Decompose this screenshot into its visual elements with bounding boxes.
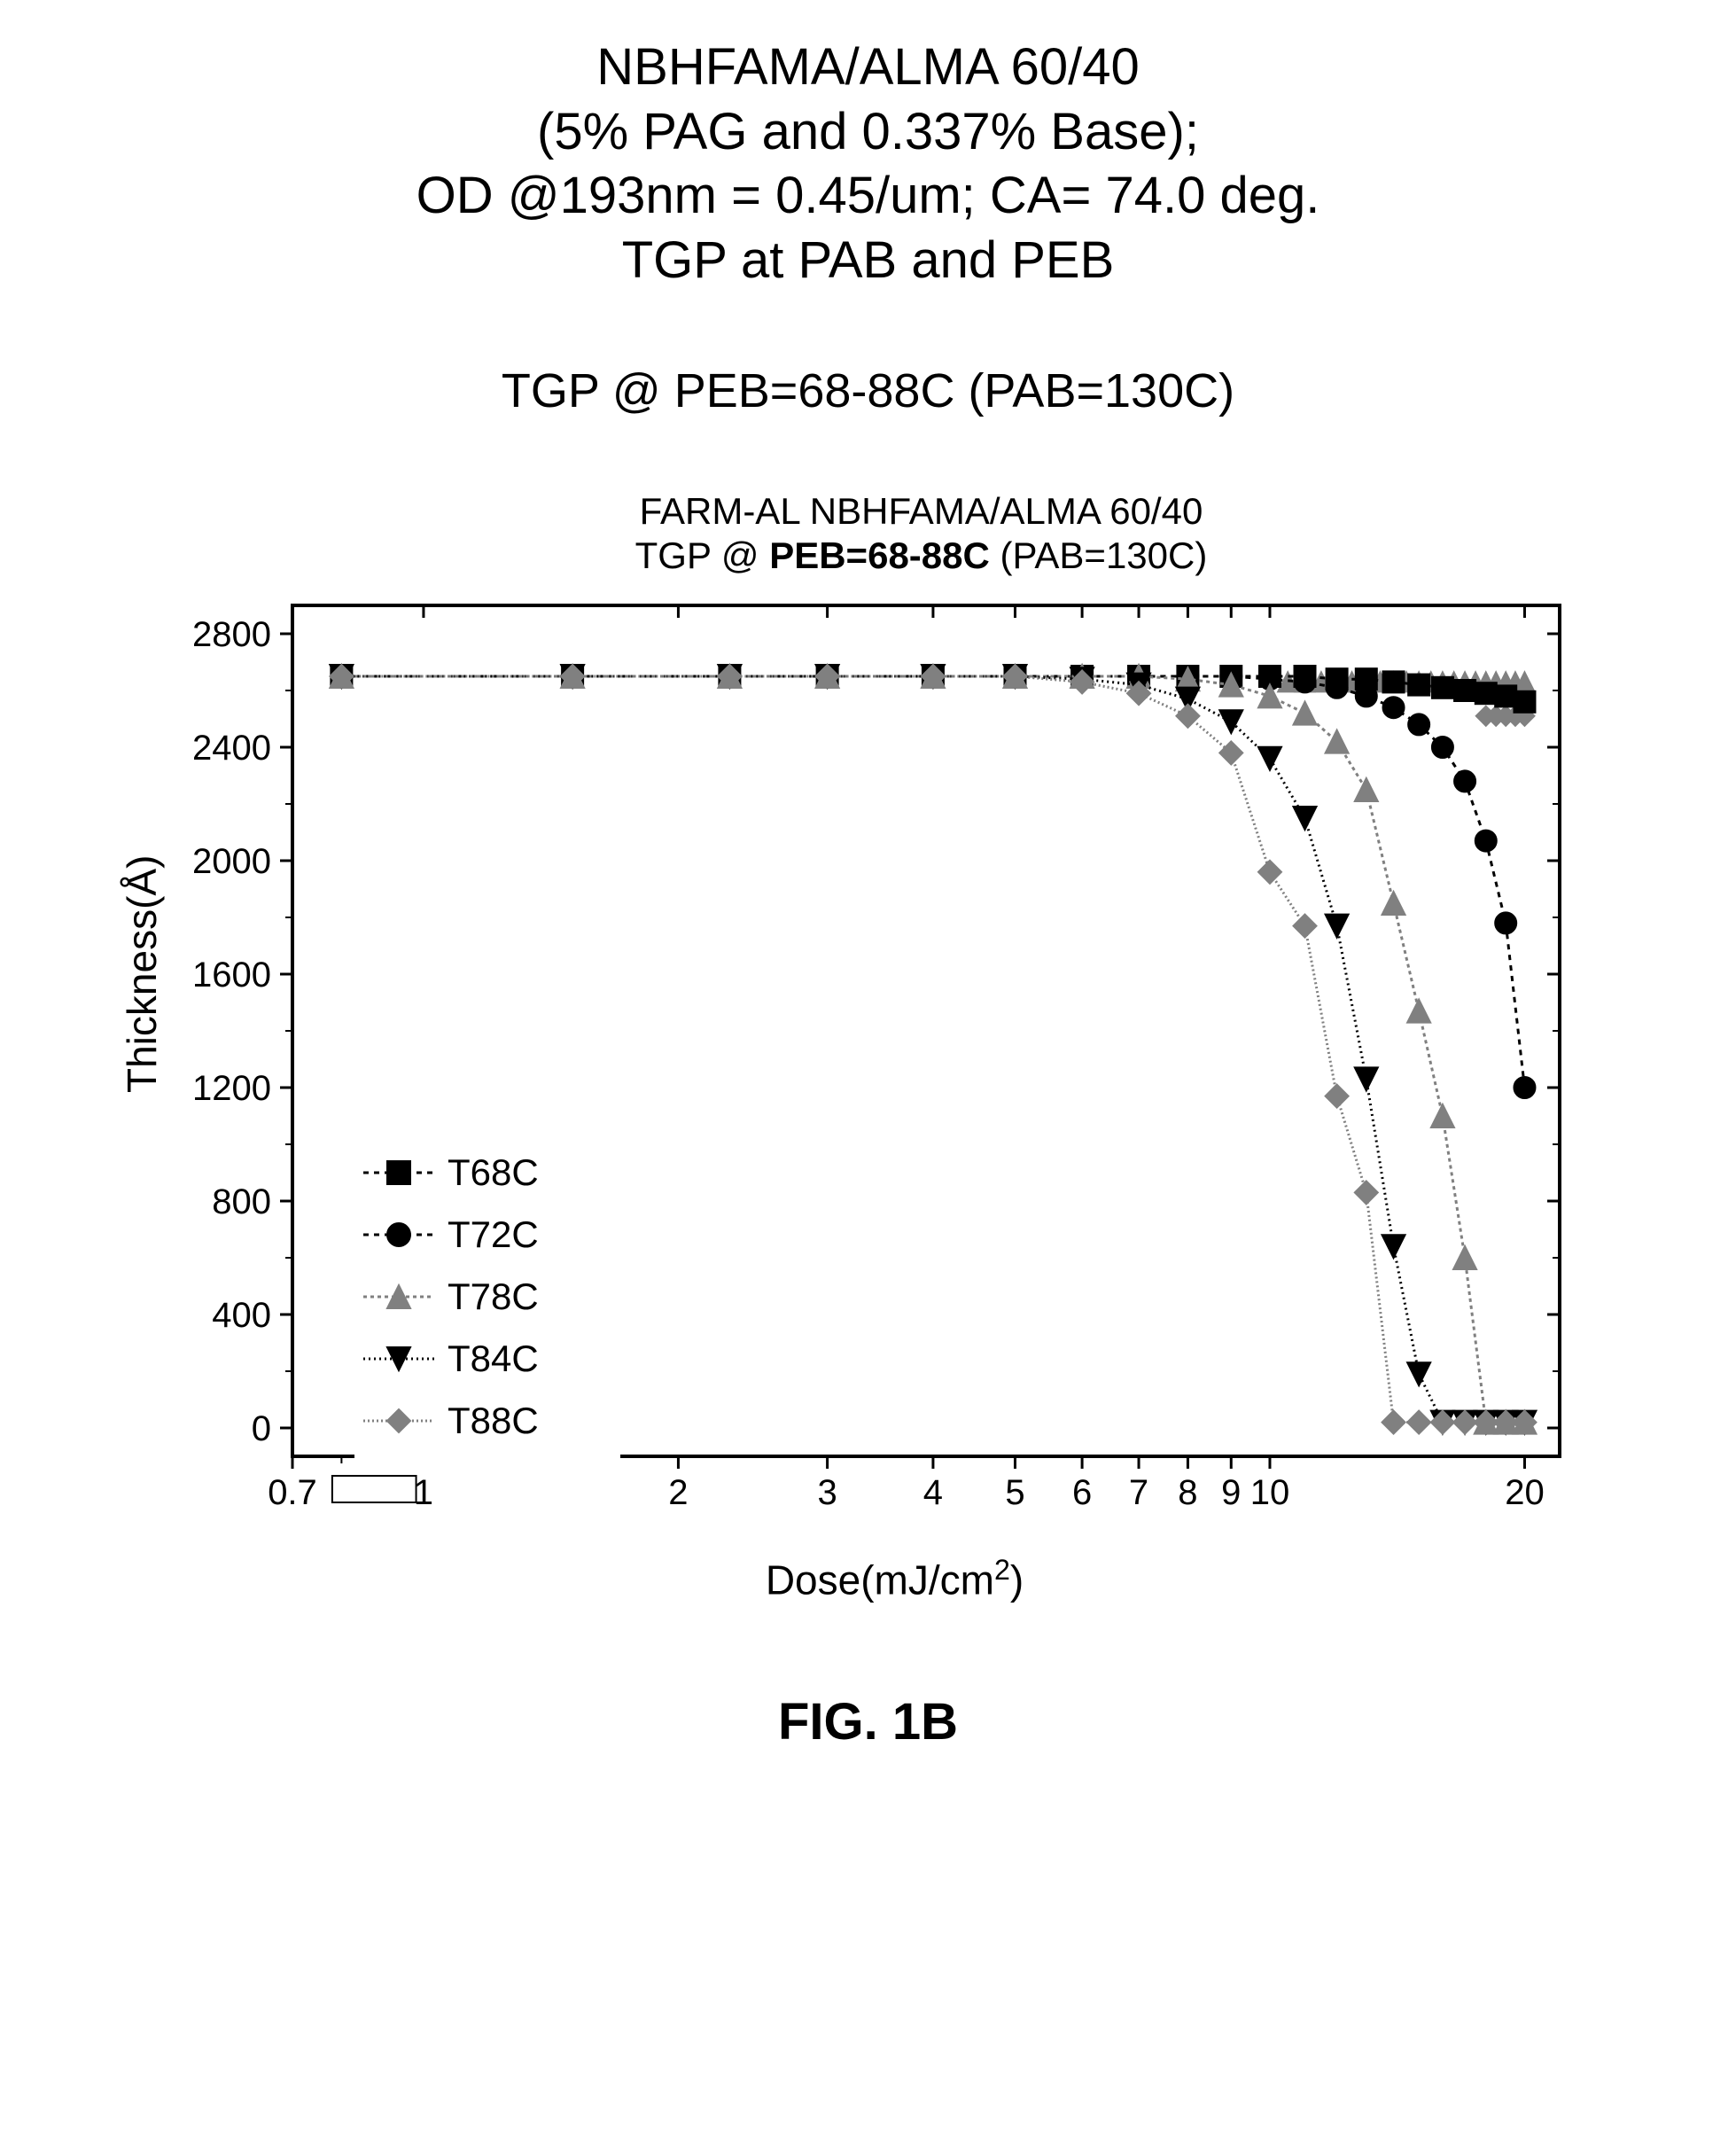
svg-text:7: 7 (1128, 1473, 1148, 1512)
svg-text:400: 400 (212, 1296, 271, 1335)
chart-title: FARM-AL NBHFAMA/ALMA 60/40 TGP @ PEB=68-… (115, 489, 1622, 579)
svg-text:5: 5 (1005, 1473, 1024, 1512)
svg-text:4: 4 (922, 1473, 942, 1512)
chart-title-prefix: TGP @ (635, 534, 770, 576)
svg-text:10: 10 (1249, 1473, 1289, 1512)
svg-text:6: 6 (1071, 1473, 1091, 1512)
heading-line: (5% PAG and 0.337% Base); (53, 100, 1683, 165)
xlabel-prefix: Dose(mJ/cm (766, 1556, 994, 1603)
x-axis-label: Dose(mJ/cm2) (115, 1554, 1622, 1603)
figure-label: FIG. 1B (53, 1692, 1683, 1751)
svg-text:T78C: T78C (448, 1275, 539, 1317)
svg-text:800: 800 (212, 1182, 271, 1221)
chart-title-line1: FARM-AL NBHFAMA/ALMA 60/40 (640, 490, 1203, 532)
chart-svg: 0400800120016002000240028000.71234567891… (168, 588, 1586, 1545)
svg-text:T72C: T72C (448, 1213, 539, 1255)
svg-text:0.7: 0.7 (268, 1473, 317, 1512)
main-heading: NBHFAMA/ALMA 60/40 (5% PAG and 0.337% Ba… (53, 35, 1683, 293)
heading-line: TGP at PAB and PEB (53, 229, 1683, 293)
chart-title-suffix: (PAB=130C) (990, 534, 1208, 576)
xlabel-sup: 2 (994, 1554, 1010, 1586)
sub-heading: TGP @ PEB=68-88C (PAB=130C) (53, 363, 1683, 418)
chart-title-bold: PEB=68-88C (769, 534, 990, 576)
xlabel-suffix: ) (1010, 1556, 1024, 1603)
legend: T68C T72C T78C T84C T88C (354, 1146, 620, 1474)
svg-text:T84C: T84C (448, 1338, 539, 1379)
svg-text:2000: 2000 (192, 842, 271, 881)
svg-text:T88C: T88C (448, 1400, 539, 1441)
series-T72C (331, 666, 1535, 1098)
svg-text:20: 20 (1505, 1473, 1545, 1512)
heading-line: NBHFAMA/ALMA 60/40 (53, 35, 1683, 100)
svg-text:1200: 1200 (192, 1069, 271, 1108)
y-axis-label: Thickness(Å) (118, 1040, 166, 1093)
svg-text:3: 3 (817, 1473, 837, 1512)
chart-container: FARM-AL NBHFAMA/ALMA 60/40 TGP @ PEB=68-… (115, 489, 1622, 1603)
svg-text:2: 2 (668, 1473, 688, 1512)
svg-text:1600: 1600 (192, 956, 271, 995)
svg-text:2400: 2400 (192, 729, 271, 768)
svg-text:0: 0 (251, 1409, 270, 1448)
heading-line: OD @193nm = 0.45/um; CA= 74.0 deg. (53, 164, 1683, 229)
svg-text:8: 8 (1178, 1473, 1197, 1512)
svg-text:T68C: T68C (448, 1151, 539, 1193)
svg-text:2800: 2800 (192, 615, 271, 654)
svg-text:9: 9 (1221, 1473, 1241, 1512)
